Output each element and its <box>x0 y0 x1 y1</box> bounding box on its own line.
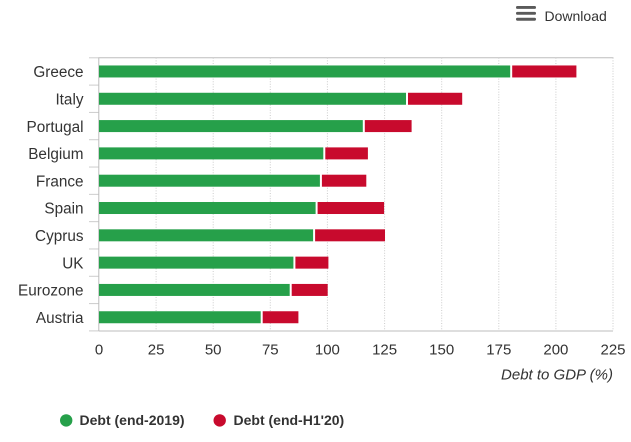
svg-text:Debt (end-2019): Debt (end-2019) <box>80 412 185 428</box>
svg-text:150: 150 <box>429 342 454 359</box>
svg-text:50: 50 <box>205 342 222 359</box>
svg-text:Debt (end-H1'20): Debt (end-H1'20) <box>234 412 345 428</box>
svg-text:Belgium: Belgium <box>28 146 83 163</box>
svg-text:0: 0 <box>95 342 103 359</box>
svg-text:225: 225 <box>600 342 625 359</box>
svg-text:125: 125 <box>372 342 397 359</box>
svg-text:200: 200 <box>543 342 568 359</box>
svg-text:25: 25 <box>148 342 165 359</box>
svg-text:Portugal: Portugal <box>27 119 84 136</box>
svg-text:UK: UK <box>62 255 84 272</box>
svg-text:Download: Download <box>545 8 607 24</box>
svg-text:175: 175 <box>486 342 511 359</box>
svg-text:Italy: Italy <box>55 92 83 109</box>
svg-text:Debt to GDP (%): Debt to GDP (%) <box>501 367 613 384</box>
svg-text:100: 100 <box>315 342 340 359</box>
svg-text:France: France <box>36 173 84 190</box>
svg-text:75: 75 <box>262 342 279 359</box>
svg-text:Austria: Austria <box>36 310 84 327</box>
svg-text:Eurozone: Eurozone <box>18 283 83 300</box>
svg-text:Spain: Spain <box>44 201 83 218</box>
svg-text:Greece: Greece <box>33 64 83 81</box>
svg-text:Cyprus: Cyprus <box>35 228 84 245</box>
